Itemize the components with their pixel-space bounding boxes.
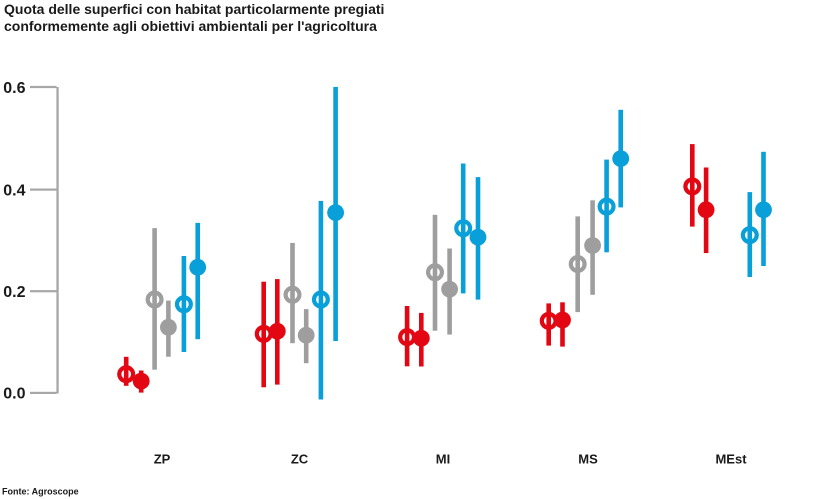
svg-text:MS: MS: [578, 452, 598, 467]
svg-text:conformemente agli obiettivi a: conformemente agli obiettivi ambientali …: [4, 18, 377, 34]
svg-text:ZP: ZP: [154, 452, 171, 467]
svg-text:0.0: 0.0: [3, 386, 25, 403]
svg-text:0.6: 0.6: [3, 80, 25, 97]
svg-text:Quota delle superfici con habi: Quota delle superfici con habitat partic…: [4, 1, 384, 17]
svg-text:MEst: MEst: [715, 452, 747, 467]
svg-text:MI: MI: [436, 452, 450, 467]
svg-text:ZC: ZC: [291, 452, 309, 467]
svg-text:Fonte: Agroscope: Fonte: Agroscope: [2, 487, 79, 497]
svg-text:0.4: 0.4: [3, 182, 25, 199]
svg-text:0.2: 0.2: [3, 284, 25, 301]
